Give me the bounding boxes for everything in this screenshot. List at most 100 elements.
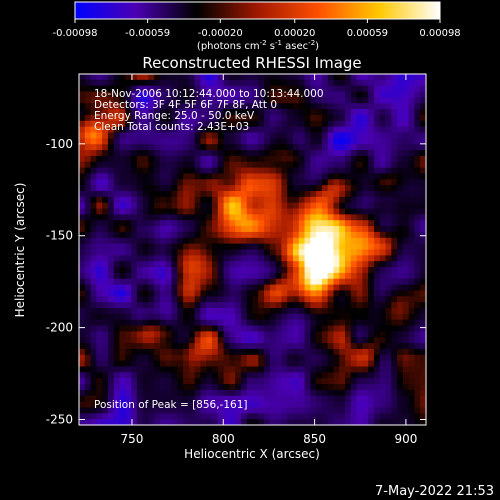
heatmap-cell (298, 132, 306, 139)
heatmap-cell (246, 120, 254, 128)
heatmap-cell (304, 413, 311, 420)
heatmap-cell (125, 208, 132, 215)
heatmap-cell (177, 366, 184, 373)
heatmap-cell (183, 243, 190, 251)
heatmap-cell (397, 74, 404, 81)
heatmap-cell (159, 319, 167, 327)
heatmap-cell (165, 401, 173, 409)
heatmap-cell (339, 74, 346, 81)
heatmap-cell (408, 109, 416, 116)
heatmap-cell (177, 278, 184, 286)
heatmap-cell (96, 155, 103, 163)
heatmap-cell (310, 296, 317, 303)
heatmap-cell (165, 384, 173, 391)
heatmap-cell (79, 202, 86, 210)
heatmap-cell (200, 308, 207, 315)
heatmap-cell (246, 79, 254, 87)
heatmap-cell (142, 360, 149, 368)
heatmap-cell (356, 109, 363, 116)
heatmap-cell (142, 208, 149, 215)
heatmap-cell (96, 161, 103, 169)
heatmap-cell (402, 214, 410, 221)
heatmap-cell (90, 255, 97, 262)
heatmap-cell (154, 272, 161, 280)
heatmap-cell (350, 109, 358, 116)
heatmap-cell (148, 354, 155, 362)
heatmap-cell (397, 114, 404, 122)
heatmap-cell (397, 372, 404, 379)
heatmap-cell (397, 407, 404, 414)
heatmap-cell (373, 267, 381, 274)
heatmap-cell (368, 243, 375, 251)
heatmap-cell (107, 74, 115, 81)
heatmap-cell (321, 109, 329, 116)
heatmap-cell (414, 179, 421, 186)
heatmap-cell (217, 150, 225, 157)
heatmap-cell (310, 132, 317, 139)
heatmap-cell (113, 226, 121, 233)
heatmap-cell (212, 179, 219, 186)
heatmap-cell (298, 103, 306, 110)
heatmap-cell (304, 208, 311, 215)
heatmap-cell (368, 372, 375, 379)
heatmap-cell (183, 255, 190, 262)
heatmap-cell (148, 325, 155, 332)
heatmap-cell (212, 208, 219, 215)
heatmap-cell (183, 220, 190, 227)
heatmap-cell (316, 249, 323, 256)
colorbar-tick-label: -0.00059 (125, 28, 170, 39)
heatmap-cell (287, 196, 294, 204)
heatmap-cell (148, 191, 155, 198)
heatmap-cell (206, 231, 213, 239)
heatmap-cell (350, 255, 358, 262)
heatmap-cell (212, 337, 219, 344)
heatmap-cell (281, 132, 288, 139)
heatmap-cell (177, 272, 184, 280)
heatmap-cell (194, 109, 202, 116)
heatmap-cell (356, 85, 363, 93)
heatmap-cell (379, 354, 387, 362)
heatmap-cell (119, 202, 126, 210)
heatmap-cell (212, 155, 219, 163)
heatmap-cell (269, 150, 277, 157)
heatmap-cell (368, 319, 375, 327)
y-axis-ticks: -100-150-200-250 (46, 137, 426, 426)
heatmap-cell (217, 255, 225, 262)
heatmap-cell (356, 272, 363, 280)
heatmap-cell (206, 179, 213, 186)
heatmap-cell (125, 85, 132, 93)
heatmap-cell (379, 132, 387, 139)
heatmap-cell (391, 237, 398, 245)
heatmap-cell (148, 401, 155, 409)
heatmap-cell (90, 243, 97, 251)
heatmap-cell (350, 267, 358, 274)
heatmap-cell (240, 120, 248, 128)
heatmap-cell (240, 144, 248, 151)
heatmap-cell (252, 191, 259, 198)
heatmap-cell (200, 389, 207, 397)
heatmap-cell (281, 372, 288, 379)
heatmap-cell (171, 401, 178, 409)
heatmap-cell (171, 85, 178, 93)
heatmap-cell (420, 325, 426, 332)
heatmap-cell (119, 196, 126, 204)
heatmap-cell (275, 132, 283, 139)
heatmap-cell (356, 173, 363, 180)
heatmap-cell (142, 255, 149, 262)
heatmap-cell (206, 308, 213, 315)
heatmap-cell (327, 196, 335, 204)
heatmap-cell (321, 331, 329, 338)
heatmap-cell (142, 389, 149, 397)
heatmap-cell (269, 243, 277, 251)
heatmap-cell (362, 308, 369, 315)
heatmap-cell (142, 109, 149, 116)
heatmap-cell (298, 167, 306, 175)
heatmap-cell (292, 348, 300, 356)
heatmap-cell (264, 202, 271, 210)
heatmap-cell (304, 296, 311, 303)
heatmap-cell (223, 144, 230, 151)
heatmap-cell (391, 337, 398, 344)
heatmap-cell (79, 103, 86, 110)
heatmap-cell (194, 97, 202, 104)
heatmap-cell (275, 167, 283, 175)
